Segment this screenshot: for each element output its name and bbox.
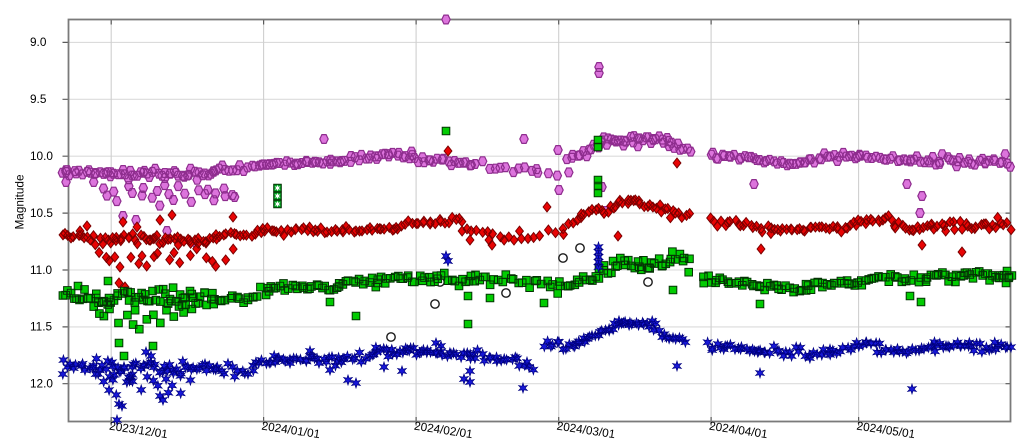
svg-text:11.0: 11.0 (30, 263, 53, 277)
svg-text:10.5: 10.5 (30, 206, 53, 220)
svg-text:12.0: 12.0 (30, 377, 53, 391)
svg-text:10.0: 10.0 (30, 149, 53, 163)
svg-text:9.0: 9.0 (30, 35, 47, 49)
svg-text:11.5: 11.5 (30, 320, 53, 334)
svg-text:9.5: 9.5 (30, 92, 47, 106)
svg-text:Magnitude: Magnitude (13, 174, 27, 230)
